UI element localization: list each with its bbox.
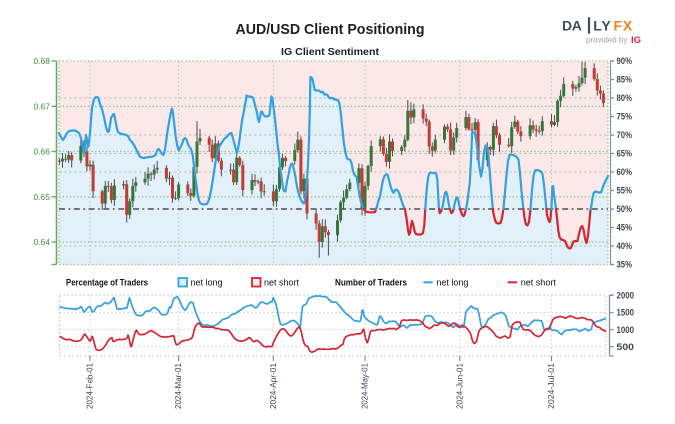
svg-text:FX: FX xyxy=(614,18,633,34)
svg-text:Number of Traders: Number of Traders xyxy=(335,278,407,288)
svg-text:85%: 85% xyxy=(617,75,633,85)
svg-text:1000: 1000 xyxy=(617,325,635,335)
svg-text:0.64: 0.64 xyxy=(33,237,50,247)
svg-text:55%: 55% xyxy=(617,186,633,196)
svg-text:50%: 50% xyxy=(617,204,633,214)
svg-text:80%: 80% xyxy=(617,93,633,103)
svg-text:60%: 60% xyxy=(617,167,633,177)
svg-text:0.65: 0.65 xyxy=(33,192,50,202)
svg-text:2024-Feb-01: 2024-Feb-01 xyxy=(85,363,95,409)
svg-text:0.68: 0.68 xyxy=(33,56,50,66)
svg-text:500: 500 xyxy=(617,342,635,352)
svg-text:provided by: provided by xyxy=(586,36,627,45)
svg-text:2024-Jul-01: 2024-Jul-01 xyxy=(546,363,556,409)
svg-text:IG: IG xyxy=(631,35,641,46)
svg-text:70%: 70% xyxy=(617,130,633,140)
svg-text:2000: 2000 xyxy=(617,291,635,301)
svg-text:net short: net short xyxy=(264,278,300,288)
svg-text:0.66: 0.66 xyxy=(33,147,50,157)
svg-text:0.67: 0.67 xyxy=(33,101,50,111)
svg-text:IG Client Sentiment: IG Client Sentiment xyxy=(281,46,380,58)
svg-text:1500: 1500 xyxy=(617,308,635,318)
svg-text:net short: net short xyxy=(521,278,557,288)
svg-text:AUD/USD Client Positioning: AUD/USD Client Positioning xyxy=(236,21,425,38)
svg-text:2024-Jun-01: 2024-Jun-01 xyxy=(454,363,464,409)
svg-text:35%: 35% xyxy=(617,260,633,270)
svg-text:2024-May-01: 2024-May-01 xyxy=(360,363,370,409)
svg-text:90%: 90% xyxy=(617,56,633,66)
svg-text:40%: 40% xyxy=(617,241,633,251)
svg-text:45%: 45% xyxy=(617,223,633,233)
svg-text:net long: net long xyxy=(436,278,468,288)
svg-text:65%: 65% xyxy=(617,149,633,159)
svg-text:Percentage of Traders: Percentage of Traders xyxy=(66,278,148,288)
svg-text:2024-Apr-01: 2024-Apr-01 xyxy=(268,363,278,409)
svg-text:net long: net long xyxy=(191,278,223,288)
svg-text:2024-Mar-01: 2024-Mar-01 xyxy=(173,363,183,409)
svg-text:75%: 75% xyxy=(617,112,633,122)
